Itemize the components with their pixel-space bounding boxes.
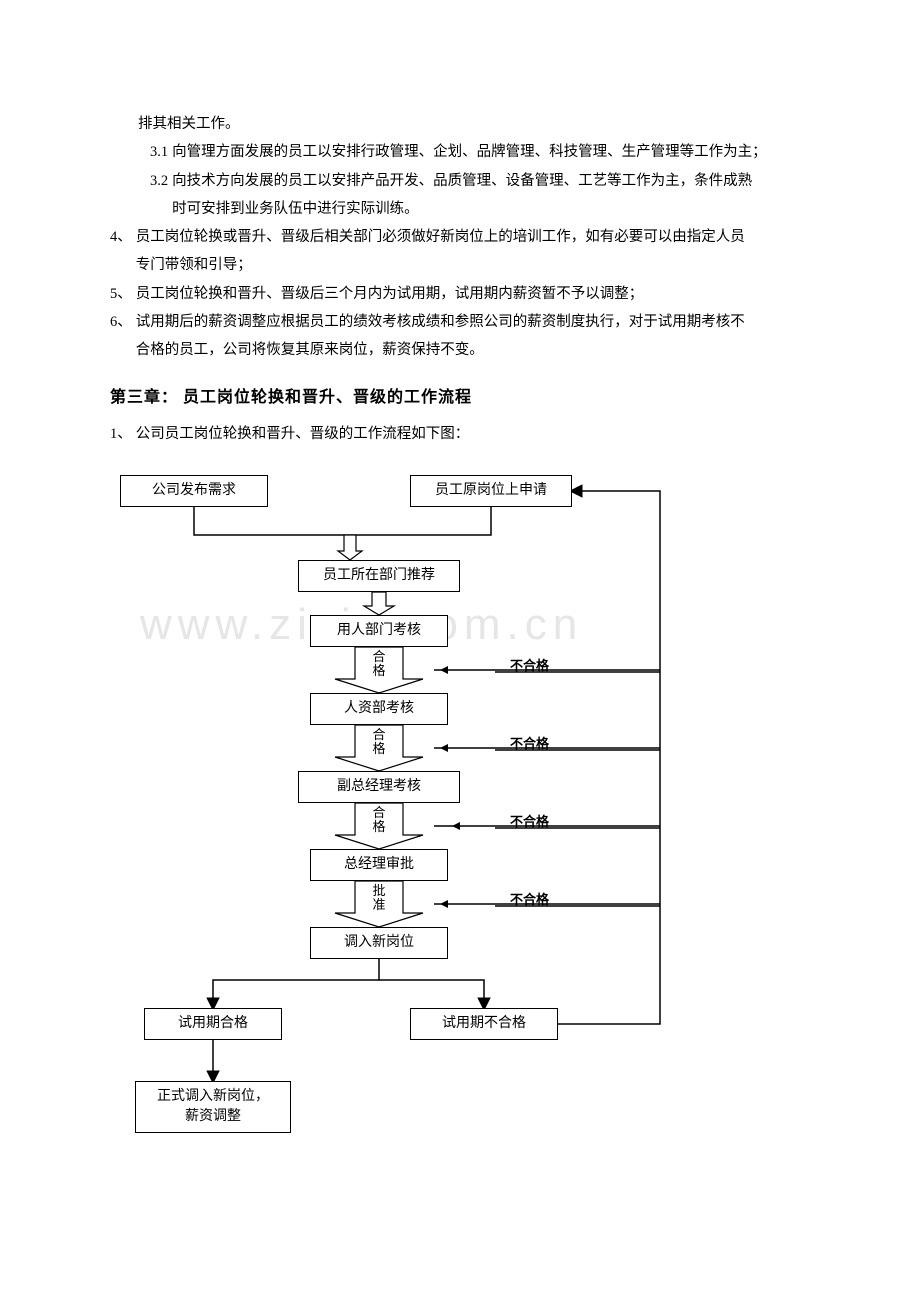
flow-node-recommend: 员工所在部门推荐 [298, 560, 460, 592]
list-number: 5、 [110, 280, 132, 308]
list-item: 3.2 向技术方向发展的员工以安排产品开发、品质管理、设备管理、工艺等工作为主，… [110, 167, 830, 224]
flow-node-vp-review: 副总经理考核 [298, 771, 460, 803]
list-number: 1、 [110, 420, 132, 448]
flow-node-final: 正式调入新岗位， 薪资调整 [135, 1081, 291, 1133]
list-item: 3.1 向管理方面发展的员工以安排行政管理、企划、品牌管理、科技管理、生产管理等… [110, 138, 830, 166]
flow-node-trial-pass: 试用期合格 [144, 1008, 282, 1040]
reject-label: 不合格 [510, 811, 549, 830]
flow-node-transfer: 调入新岗位 [310, 927, 448, 959]
reject-label: 不合格 [510, 889, 549, 908]
pass-label: 批准 [372, 884, 386, 913]
list-number: 3.1 [150, 138, 168, 166]
list-item: 6、 试用期后的薪资调整应根据员工的绩效考核成绩和参照公司的薪资制度执行，对于试… [110, 308, 830, 365]
list-number: 4、 [110, 223, 132, 280]
list-text: 向技术方向发展的员工以安排产品开发、品质管理、设备管理、工艺等工作为主，条件成熟… [172, 167, 830, 224]
pass-label: 合格 [372, 806, 386, 835]
flow-node-publish: 公司发布需求 [120, 475, 268, 507]
list-text: 公司员工岗位轮换和晋升、晋级的工作流程如下图： [136, 420, 830, 448]
reject-label: 不合格 [510, 733, 549, 752]
flow-node-hr-review: 人资部考核 [310, 693, 448, 725]
list-text: 员工岗位轮换或晋升、晋级后相关部门必须做好新岗位上的培训工作，如有必要可以由指定… [136, 223, 830, 280]
list-text: 员工岗位轮换和晋升、晋级后三个月内为试用期，试用期内薪资暂不予以调整； [136, 280, 830, 308]
list-item: 5、 员工岗位轮换和晋升、晋级后三个月内为试用期，试用期内薪资暂不予以调整； [110, 280, 830, 308]
list-text: 试用期后的薪资调整应根据员工的绩效考核成绩和参照公司的薪资制度执行，对于试用期考… [136, 308, 830, 365]
list-number: 3.2 [150, 167, 168, 224]
list-number: 6、 [110, 308, 132, 365]
list-text: 向管理方面发展的员工以安排行政管理、企划、品牌管理、科技管理、生产管理等工作为主… [172, 138, 830, 166]
chapter-title: 第三章： 员工岗位轮换和晋升、晋级的工作流程 [110, 382, 830, 413]
flow-node-gm-approve: 总经理审批 [310, 849, 448, 881]
text-line: 排其相关工作。 [110, 110, 830, 138]
flow-node-apply: 员工原岗位上申请 [410, 475, 572, 507]
flowchart: 公司发布需求 员工原岗位上申请 员工所在部门推荐 用人部门考核 人资部考核 副总… [100, 460, 820, 1240]
list-item: 4、 员工岗位轮换或晋升、晋级后相关部门必须做好新岗位上的培训工作，如有必要可以… [110, 223, 830, 280]
pass-label: 合格 [372, 728, 386, 757]
reject-label: 不合格 [510, 655, 549, 674]
flow-node-dept-review: 用人部门考核 [310, 615, 448, 647]
pass-label: 合格 [372, 650, 386, 679]
flow-node-trial-fail: 试用期不合格 [410, 1008, 558, 1040]
list-item: 1、 公司员工岗位轮换和晋升、晋级的工作流程如下图： [110, 420, 830, 448]
document-text: 排其相关工作。 3.1 向管理方面发展的员工以安排行政管理、企划、品牌管理、科技… [110, 110, 830, 448]
